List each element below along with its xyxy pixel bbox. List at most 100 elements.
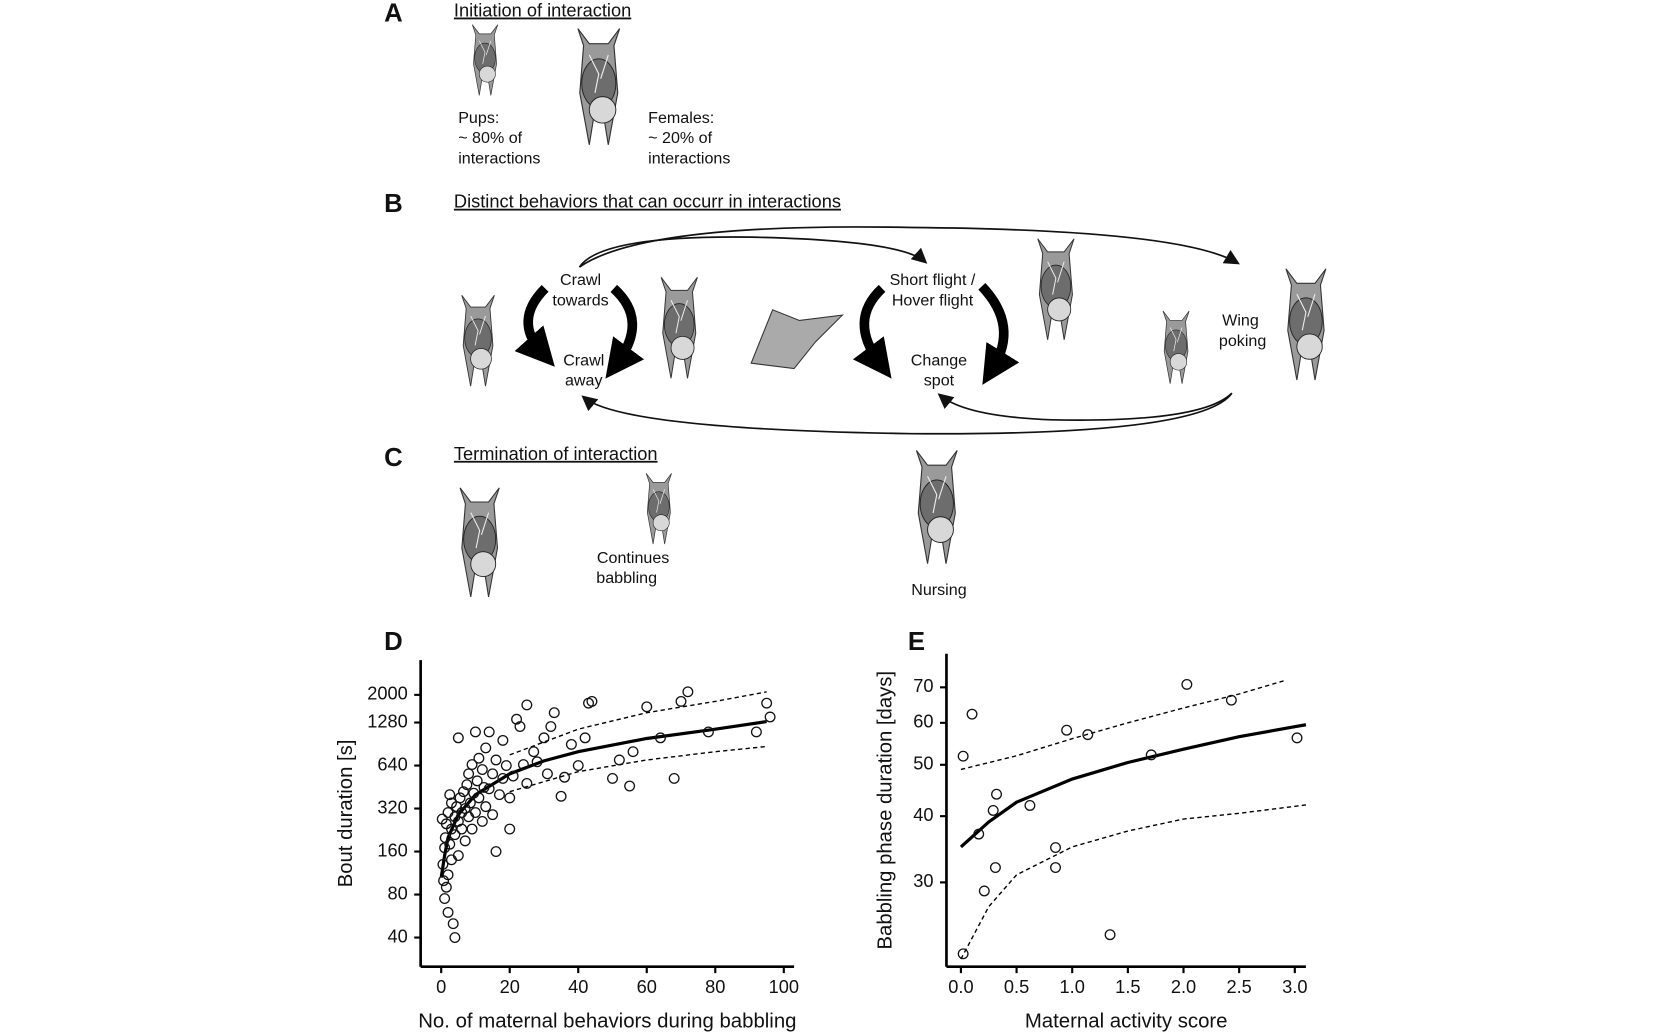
x-tick-label: 20 <box>500 977 520 997</box>
cycle-arrow <box>605 284 645 379</box>
behavior-label: towards <box>552 291 608 309</box>
bat-illustration <box>660 276 699 380</box>
label: ~ 80% of <box>458 129 522 147</box>
data-point <box>572 760 584 771</box>
panel-letter: A <box>384 0 403 28</box>
data-point <box>437 858 449 870</box>
data-point <box>469 726 481 738</box>
data-point <box>957 948 969 960</box>
x-tick-label: 1.0 <box>1060 977 1085 997</box>
x-tick-label: 100 <box>769 977 799 997</box>
y-tick-label: 320 <box>377 797 407 817</box>
data-point <box>444 838 456 850</box>
label: babbling <box>596 569 657 587</box>
x-axis-label: Maternal activity score <box>1025 1011 1228 1033</box>
data-point <box>702 726 714 738</box>
data-point <box>1061 724 1073 736</box>
data-point <box>442 906 454 918</box>
y-tick-label: 1280 <box>367 711 408 731</box>
ci-line <box>960 680 1284 771</box>
data-point <box>579 732 591 744</box>
data-point <box>487 768 499 780</box>
y-tick-label: 640 <box>377 754 407 774</box>
data-point <box>675 695 687 707</box>
data-point <box>1024 800 1036 811</box>
panel-title: Termination of interaction <box>454 444 658 464</box>
data-point <box>497 734 509 746</box>
cycle-arrow <box>852 284 892 379</box>
panel-title: Distinct behaviors that can occurr in in… <box>454 192 841 212</box>
data-point <box>531 756 543 768</box>
behavior-label: Crawl <box>563 351 604 369</box>
y-tick-label: 80 <box>387 883 407 903</box>
data-point <box>476 815 488 827</box>
behavior-label: Hover flight <box>892 291 974 309</box>
data-point <box>471 775 483 787</box>
data-point <box>586 695 598 707</box>
label: interactions <box>458 149 540 167</box>
bat-illustration <box>471 24 499 96</box>
data-point <box>473 792 485 804</box>
x-tick-label: 80 <box>705 977 725 997</box>
data-point <box>442 869 454 881</box>
data-point <box>989 862 1001 873</box>
x-axis-label: No. of maternal behaviors during babblin… <box>418 1011 796 1033</box>
ci-line <box>509 745 767 793</box>
label: Females: <box>648 109 714 127</box>
data-point <box>483 783 495 795</box>
data-point <box>654 732 666 744</box>
y-tick-label: 160 <box>377 840 407 860</box>
y-tick-label: 30 <box>913 871 933 891</box>
x-tick-label: 0.5 <box>1004 977 1029 997</box>
transition-arrow <box>578 236 928 268</box>
x-tick-label: 40 <box>568 977 588 997</box>
fit-line <box>959 723 1307 849</box>
data-point <box>461 779 473 791</box>
data-point <box>613 754 625 766</box>
data-point <box>1082 729 1094 741</box>
x-tick-label: 2.0 <box>1171 977 1196 997</box>
panel-letter: B <box>384 190 403 218</box>
bat-illustration <box>645 472 673 545</box>
data-point <box>750 726 762 738</box>
x-tick-label: 3.0 <box>1282 977 1307 997</box>
data-point <box>565 738 577 750</box>
data-point <box>761 697 773 709</box>
data-point <box>517 759 529 771</box>
data-point <box>624 780 636 792</box>
data-point <box>1291 732 1303 744</box>
data-point <box>442 807 454 818</box>
label: interactions <box>648 149 730 167</box>
data-point <box>490 754 502 766</box>
panel-title: Initiation of interaction <box>454 1 631 21</box>
cycle-arrow <box>514 285 555 367</box>
behavior-label: Change <box>911 351 967 369</box>
data-point <box>545 721 557 732</box>
y-tick-label: 50 <box>913 754 933 774</box>
label: Nursing <box>911 581 966 599</box>
data-point <box>478 781 490 793</box>
data-point <box>1104 929 1116 941</box>
y-tick-label: 60 <box>913 712 933 732</box>
panel-letter: D <box>384 628 403 656</box>
data-point <box>440 881 452 893</box>
data-point <box>449 932 461 943</box>
y-axis-label: Bout duration [s] <box>335 740 357 888</box>
data-point <box>541 768 553 780</box>
data-point <box>973 828 985 840</box>
data-point <box>966 708 978 720</box>
x-tick-label: 0 <box>436 977 446 997</box>
data-point <box>504 792 516 804</box>
bat-illustration <box>915 449 959 565</box>
data-point <box>559 771 571 783</box>
x-tick-label: 1.5 <box>1115 977 1140 997</box>
ci-line <box>509 691 767 756</box>
data-point <box>480 801 492 813</box>
data-point <box>507 770 519 782</box>
data-point <box>454 792 466 804</box>
data-point <box>1050 862 1061 873</box>
transition-arrow <box>581 392 1233 435</box>
behavior-label: Crawl <box>560 271 601 289</box>
label: Continues <box>597 549 669 567</box>
